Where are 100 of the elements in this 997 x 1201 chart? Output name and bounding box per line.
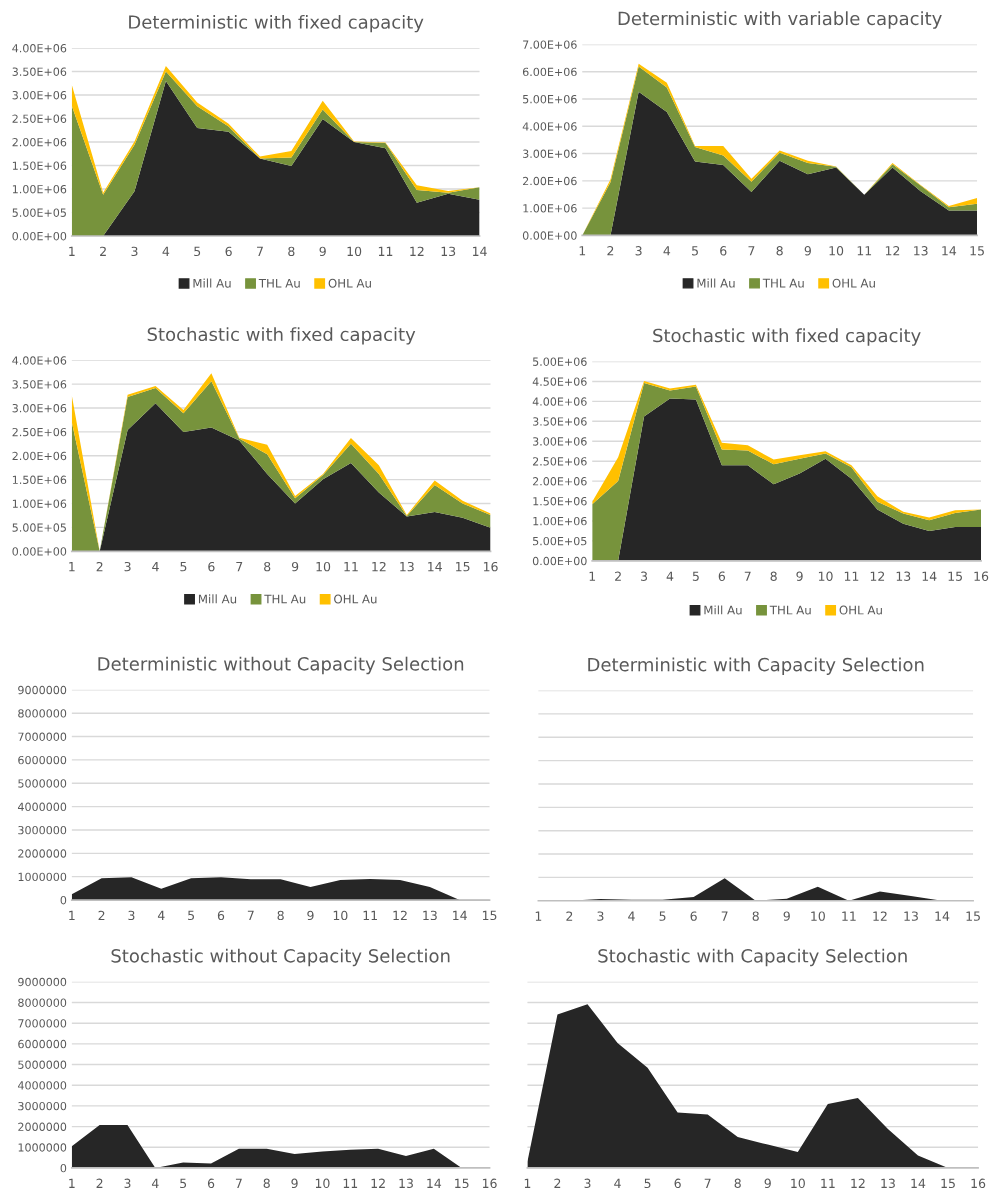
x-tick-label: 13 [904,911,918,921]
x-tick-label: 5 [644,1178,651,1189]
x-tick-label: 5 [692,246,698,256]
x-tick-label: 3 [584,1178,591,1189]
y-tick-label: 1.00E+06 [12,184,67,194]
legend-label: Mill Au [198,594,237,604]
x-tick-label: 12 [410,246,424,256]
chart-title: Deterministic with fixed capacity [129,14,424,33]
x-tick-label: 6 [720,246,727,256]
x-tick-label: 11 [857,246,872,256]
x-tick-label: 10 [333,910,348,921]
x-tick-label: 14 [922,571,937,581]
x-tick-label: 4 [614,1178,621,1188]
x-tick-label: 2 [96,561,103,572]
y-tick-label: 6.00E+06 [522,67,577,77]
x-tick-label: 12 [885,246,900,256]
x-tick-label: 9 [291,1178,298,1189]
y-tick-label: 8000000 [18,709,67,718]
y-tick-label: 5000000 [18,1060,67,1069]
x-tick-label: 12 [393,910,407,920]
x-tick-label: 13 [914,246,928,256]
y-tick-label: 2.50E+06 [12,114,67,123]
x-tick-label: 9 [764,1178,771,1189]
x-tick-label: 3 [124,1178,131,1189]
x-tick-label: 13 [881,1178,895,1189]
y-tick-label: 1.50E+06 [533,497,587,506]
y-tick-label: 4.50E+06 [532,377,587,386]
x-tick-label: 13 [896,571,911,581]
y-tick-label: 3.00E+06 [523,149,577,158]
x-tick-label: 14 [427,1178,442,1188]
x-tick-label: 11 [842,911,856,921]
chart-title: Stochastic with fixed capacity [653,328,921,346]
y-tick-label: 1000000 [18,872,67,882]
x-tick-label: 8 [770,571,777,581]
x-tick-label: 8 [264,561,271,572]
y-tick-label: 0 [60,1163,67,1173]
x-tick-label: 7 [744,571,751,581]
y-tick-label: 5.00E+05 [12,523,66,532]
x-tick-label: 7 [235,1178,242,1188]
y-tick-label: 2.50E+06 [12,427,67,437]
y-tick-label: 3.50E+06 [532,417,587,426]
legend-label: THL Au [762,278,804,288]
x-tick-label: 1 [69,562,75,572]
x-tick-label: 10 [791,1178,805,1189]
x-tick-label: 6 [718,571,726,581]
x-tick-label: 5 [659,911,666,921]
x-tick-label: 3 [641,571,648,581]
y-tick-label: 6000000 [18,755,67,765]
legend-label: THL Au [258,278,300,288]
x-tick-label: 9 [783,911,790,921]
y-tick-label: 5.00E+05 [533,536,587,546]
x-tick-label: 12 [851,1178,865,1188]
y-tick-label: 2.00E+06 [532,477,587,486]
y-tick-label: 7000000 [18,1019,67,1028]
x-tick-label: 8 [734,1178,741,1189]
x-tick-label: 11 [378,246,393,256]
chart-title: Stochastic with Capacity Selection [598,948,907,967]
x-tick-label: 3 [635,246,642,256]
y-tick-label: 4000000 [17,802,67,811]
legend-label: OHL Au [334,594,377,604]
y-tick-label: 0.00E+00 [12,231,67,241]
x-tick-label: 2 [566,911,573,921]
x-tick-label: 6 [225,246,232,257]
y-tick-label: 0.00E+00 [12,547,67,556]
y-tick-label: 7000000 [18,732,67,741]
x-tick-label: 11 [363,910,377,920]
x-tick-label: 4 [666,571,674,581]
x-tick-label: 6 [208,561,215,572]
x-tick-label: 14 [428,562,442,572]
y-tick-label: 3000000 [18,825,67,835]
x-tick-label: 12 [873,911,887,921]
x-tick-label: 13 [441,246,456,257]
x-tick-label: 10 [315,1178,330,1189]
y-tick-label: 2.00E+06 [12,137,67,147]
x-tick-label: 4 [162,246,170,256]
x-tick-label: 15 [455,1178,469,1189]
y-tick-label: 1.00E+06 [523,204,577,213]
x-tick-label: 3 [131,246,138,257]
x-tick-label: 12 [372,561,386,572]
x-tick-label: 7 [257,246,263,256]
x-tick-label: 6 [674,1178,681,1189]
x-tick-label: 3 [124,561,131,572]
x-tick-label: 7 [721,911,728,921]
x-tick-label: 3 [128,910,135,921]
x-tick-label: 2 [607,246,614,256]
x-tick-label: 1 [589,571,596,581]
chart-title: Deterministic without Capacity Selection [98,656,464,675]
x-tick-label: 6 [207,1178,215,1189]
y-tick-label: 9000000 [18,977,67,987]
legend-label: THL Au [769,605,811,615]
chart-title: Deterministic with variable capacity [618,11,942,29]
legend-label: OHL Au [328,278,371,288]
legend-label: Mill Au [704,605,742,615]
x-tick-label: 8 [752,911,759,921]
x-tick-label: 9 [804,246,811,256]
y-tick-label: 1000000 [18,1143,67,1152]
legend-label: Mill Au [697,278,735,288]
x-tick-label: 8 [288,246,295,257]
x-tick-label: 15 [948,571,962,581]
y-tick-label: 1.00E+06 [12,499,67,508]
